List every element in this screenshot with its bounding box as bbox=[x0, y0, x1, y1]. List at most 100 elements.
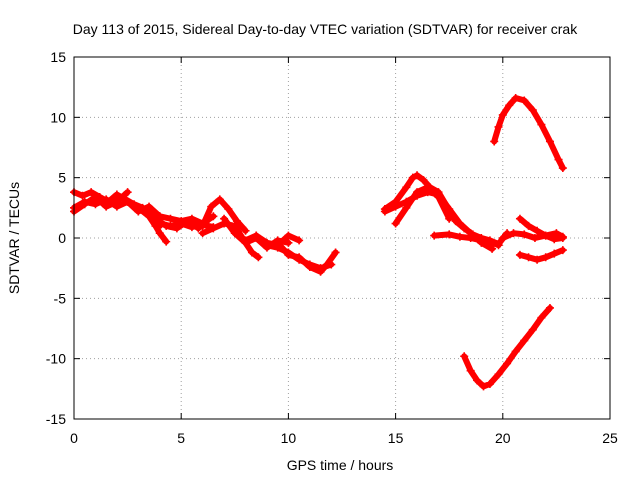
data-point bbox=[295, 253, 304, 262]
data-point bbox=[524, 221, 533, 230]
data-point bbox=[509, 229, 518, 238]
data-point bbox=[295, 236, 304, 245]
data-point bbox=[537, 313, 546, 322]
data-point bbox=[241, 236, 250, 245]
data-point bbox=[166, 214, 175, 223]
data-point bbox=[87, 188, 96, 197]
data-point bbox=[473, 376, 482, 385]
data-point bbox=[533, 255, 542, 264]
data-point bbox=[391, 219, 400, 228]
data-point bbox=[494, 122, 503, 131]
x-axis-title: GPS time / hours bbox=[287, 457, 394, 473]
data-point bbox=[423, 183, 432, 192]
data-point bbox=[102, 202, 111, 211]
data-point bbox=[230, 229, 239, 238]
data-point bbox=[445, 214, 454, 223]
series-line bbox=[491, 95, 566, 171]
data-point bbox=[262, 238, 271, 247]
x-tick-label: 0 bbox=[70, 430, 78, 446]
data-point bbox=[466, 234, 475, 242]
data-point bbox=[402, 183, 411, 192]
data-point bbox=[515, 214, 524, 223]
data-point bbox=[413, 188, 422, 197]
data-point bbox=[520, 96, 529, 105]
y-tick-label: 15 bbox=[50, 49, 66, 65]
data-point bbox=[520, 230, 529, 239]
data-point bbox=[241, 226, 250, 235]
data-point bbox=[479, 382, 488, 391]
data-series bbox=[70, 94, 567, 391]
data-point bbox=[503, 359, 512, 368]
data-point bbox=[232, 217, 241, 226]
series-line bbox=[392, 184, 453, 227]
data-point bbox=[284, 238, 293, 247]
data-point bbox=[112, 197, 121, 206]
data-point bbox=[537, 120, 546, 129]
data-point bbox=[490, 137, 499, 146]
series-line bbox=[124, 198, 170, 245]
data-point bbox=[528, 106, 537, 115]
data-point bbox=[558, 234, 567, 242]
plot-frame bbox=[73, 56, 611, 420]
data-point bbox=[552, 229, 561, 238]
data-point bbox=[254, 253, 263, 262]
data-point bbox=[455, 219, 464, 228]
data-point bbox=[533, 226, 542, 235]
x-tick-label: 20 bbox=[495, 430, 511, 446]
data-point bbox=[498, 234, 507, 242]
data-point bbox=[215, 195, 224, 204]
data-point bbox=[183, 217, 192, 226]
series-track-17 bbox=[430, 230, 503, 250]
data-point bbox=[220, 214, 229, 223]
series-line bbox=[199, 196, 249, 234]
y-tick-label: 10 bbox=[50, 109, 66, 125]
data-point bbox=[209, 224, 218, 233]
data-point bbox=[284, 250, 293, 259]
series-track-8 bbox=[198, 195, 250, 235]
data-point bbox=[466, 366, 475, 375]
x-tick-label: 10 bbox=[281, 430, 297, 446]
data-point bbox=[151, 214, 160, 223]
series-track-22 bbox=[460, 303, 554, 391]
y-axis-title: SDTVAR / TECUs bbox=[6, 182, 22, 294]
data-point bbox=[511, 347, 520, 356]
data-point bbox=[305, 262, 314, 271]
data-point bbox=[224, 205, 233, 214]
series-line bbox=[461, 305, 553, 390]
data-point bbox=[419, 176, 428, 185]
data-point bbox=[494, 241, 503, 250]
data-point bbox=[198, 229, 207, 238]
data-point bbox=[408, 173, 417, 182]
data-point bbox=[460, 352, 469, 361]
data-point bbox=[530, 234, 539, 242]
data-point bbox=[112, 190, 121, 199]
data-point bbox=[545, 137, 554, 146]
data-point bbox=[331, 248, 340, 257]
data-point bbox=[524, 253, 533, 262]
data-point bbox=[477, 236, 486, 245]
data-point bbox=[541, 231, 550, 240]
data-point bbox=[515, 250, 524, 259]
data-point bbox=[207, 202, 216, 211]
data-point bbox=[322, 260, 331, 269]
y-tick-label: -5 bbox=[54, 290, 67, 306]
data-point bbox=[123, 197, 132, 206]
chart-title: Day 113 of 2015, Sidereal Day-to-day VTE… bbox=[73, 21, 578, 37]
axis-ticks: 0 5 10 15 20 25 -15 -10 -5 0 5 10 15 bbox=[46, 49, 618, 446]
data-point bbox=[445, 230, 454, 239]
data-point bbox=[78, 191, 87, 200]
data-point bbox=[541, 253, 550, 262]
data-point bbox=[485, 380, 494, 389]
y-tick-label: -10 bbox=[46, 351, 66, 367]
x-tick-label: 25 bbox=[602, 430, 618, 446]
series-track-19 bbox=[515, 214, 567, 244]
data-point bbox=[558, 246, 567, 255]
data-point bbox=[550, 235, 559, 244]
data-point bbox=[402, 203, 411, 212]
data-point bbox=[172, 224, 181, 233]
series-line bbox=[517, 247, 566, 263]
data-point bbox=[145, 212, 154, 221]
data-point bbox=[273, 241, 282, 250]
data-point bbox=[155, 229, 164, 238]
